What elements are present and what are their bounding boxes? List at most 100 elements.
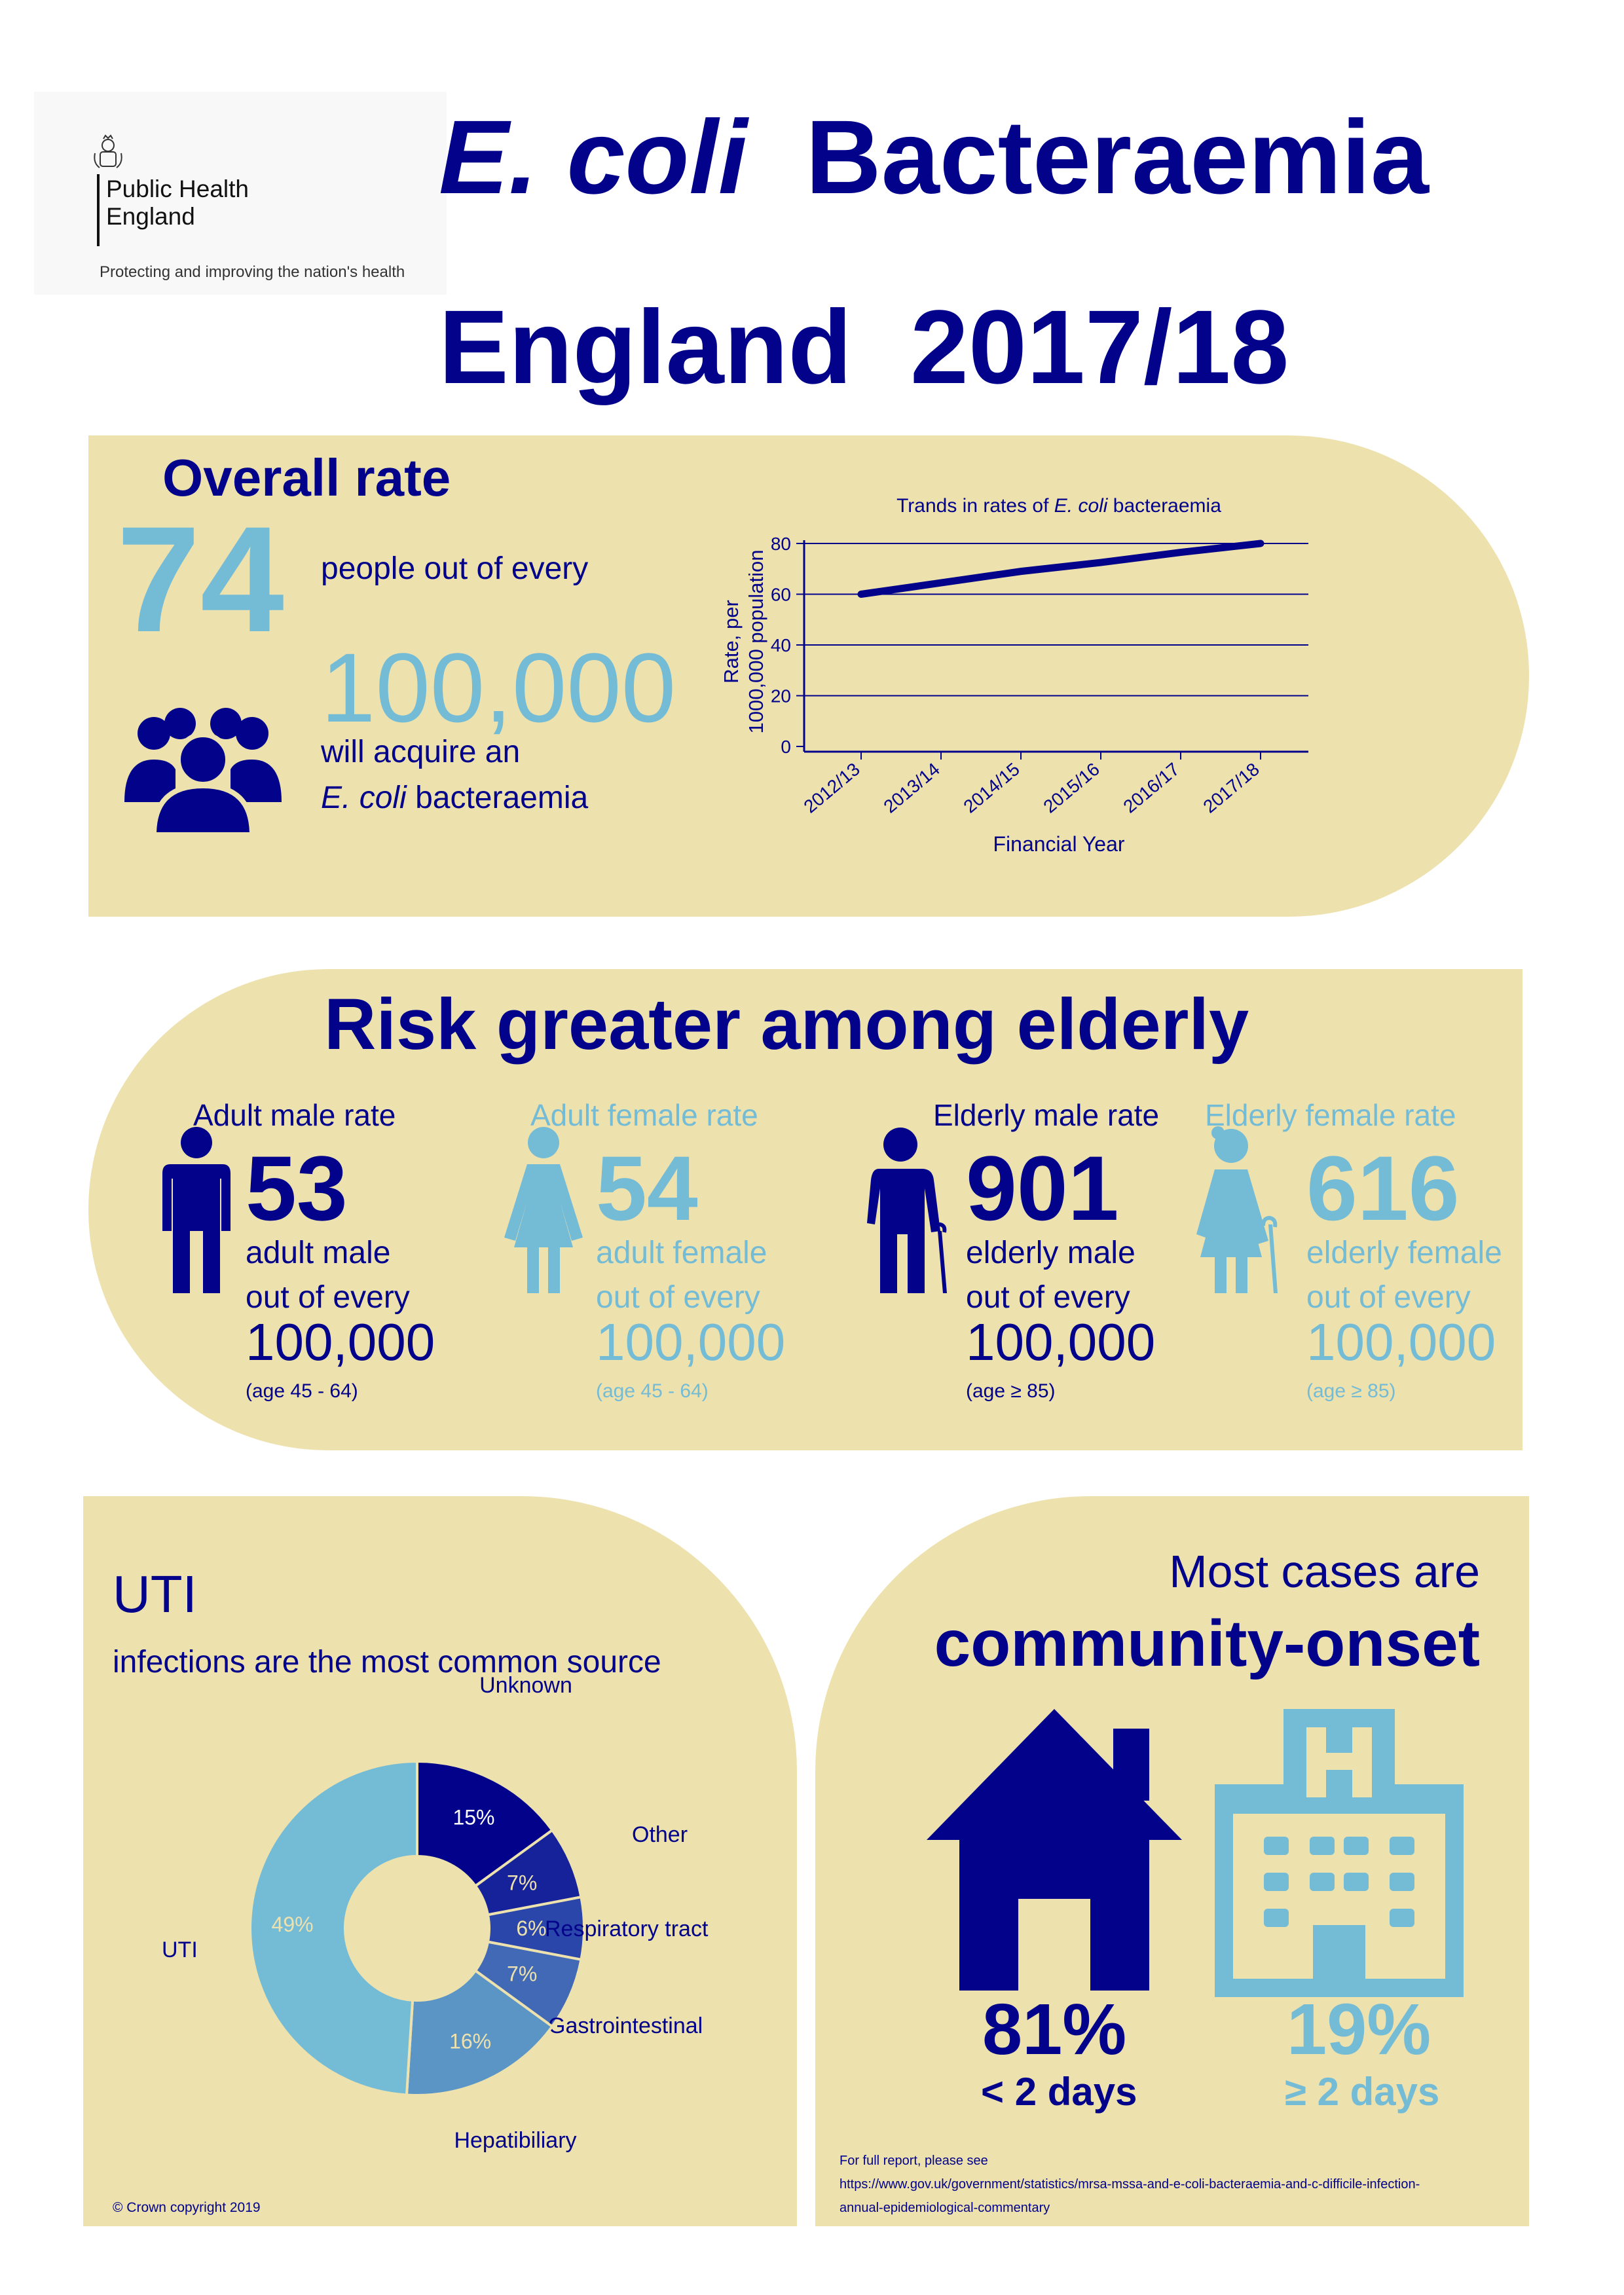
x-tick-labels: 2012/13 2013/14 2014/15 2015/16 2016/17 2017/… [800,752,1263,817]
trend-line-chart: Trands in rates of E. coli bacteraemia 0… [720,495,1308,856]
risk-group-line2: out of every [596,1280,760,1315]
y-tick-label: 40 [771,635,791,655]
org-name-line1: Public Health [106,175,249,202]
x-tick-label: 2017/18 [1199,759,1263,817]
man-icon [157,1126,236,1300]
risk-group-age: (age 45 - 64) [246,1380,358,1402]
y-axis-label-line2: 1000,000 population [745,550,767,734]
risk-heading: Risk greater among elderly [324,984,1249,1065]
risk-group-rate: 53 [246,1137,348,1239]
hospital-label: ≥ 2 days [1285,2070,1440,2114]
donut-slice-value-label: 16% [449,2029,491,2053]
series-point [1177,549,1184,556]
overall-disease: bacteraemia [415,780,589,815]
copyright: © Crown copyright 2019 [113,2200,261,2215]
donut-slice-value-label: 15% [452,1805,494,1829]
report-label: For full report, please see [840,2154,988,2168]
hospital-icon [1215,1709,1464,1997]
community-percentage: 81% [982,1989,1127,2070]
overall-out-of-text: people out of every [321,551,589,586]
series-point [1098,559,1104,566]
risk-group-label: Adult female rate [530,1098,758,1132]
chart-series [857,540,1264,598]
overall-population: 100,000 [321,633,676,743]
title-organism: E. coli [439,98,748,215]
risk-group-line2: out of every [246,1280,410,1315]
donut-slice [405,1968,555,2097]
risk-group-label: Elderly female rate [1205,1098,1456,1132]
series-point [938,579,944,587]
x-tick-label: 2014/15 [959,759,1023,817]
donut-slice-value-label: 6% [516,1917,546,1940]
chart-title: Trands in rates of E. coli bacteraemia [896,495,1221,517]
risk-group-rate: 901 [966,1137,1119,1239]
overall-big-number: 74 [117,495,284,663]
donut-slice [249,1759,418,2097]
risk-group-line1: elderly male [966,1236,1135,1270]
donut-slice-value-label: 49% [272,1913,314,1936]
risk-group-line2: out of every [966,1280,1130,1315]
risk-group-line2: out of every [1306,1280,1471,1315]
y-tick-labels: 0 20 40 60 80 [771,534,804,757]
risk-group-population: 100,000 [246,1313,435,1371]
risk-group-line1: elderly female [1306,1236,1502,1270]
elderly-woman-icon [1195,1126,1287,1300]
infection-source-donut-chart: 15% Unknown 7% Other 6%Respiratory tract 7% Ga… [162,1676,709,2153]
donut-slice-value-label: 7% [507,1871,537,1895]
series-line [857,540,1264,598]
org-tagline: Protecting and improving the nation's he… [100,263,405,281]
risk-group-population: 100,000 [596,1313,786,1371]
y-axis-label: Rate, per 1000,000 population [720,550,767,734]
source-subheading: infections are the most common source [113,1645,661,1680]
donut-slice-name-label: Unknown [479,1676,572,1698]
risk-group-population: 100,000 [966,1313,1156,1371]
logo-bar [97,174,100,246]
y-tick-label: 20 [771,686,791,707]
house-icon [927,1709,1182,1991]
risk-group-line1: adult female [596,1236,767,1270]
woman-icon [501,1126,586,1300]
risk-group-age: (age 45 - 64) [596,1380,709,1402]
series-point [1257,540,1264,547]
phe-logo: Public Health England Protecting and imp… [34,92,447,295]
report-url-line1[interactable]: https://www.gov.uk/government/statistics… [840,2177,1420,2192]
series-point [858,591,864,598]
donut-slice-name-label: Respiratory tract [545,1917,709,1941]
y-tick-label: 80 [771,534,791,554]
overall-acquire-text: will acquire an [321,735,521,769]
onset-heading1: Most cases are [1169,1546,1480,1597]
org-name-line2: England [106,203,195,230]
donut-slice-name-label: UTI [162,1937,198,1962]
donut-slice-value-label: 7% [507,1962,537,1985]
risk-group-age: (age ≥ 85) [966,1380,1056,1402]
x-tick-label: 2013/14 [879,759,943,817]
y-tick-label: 0 [781,737,791,757]
risk-group-population: 100,000 [1306,1313,1496,1371]
x-axis-label: Financial Year [993,832,1124,856]
risk-group-rate: 616 [1306,1137,1460,1239]
overall-disease-text: E. coli bacteraemia [321,782,588,814]
royal-crest-icon [94,134,122,168]
risk-group-label: Adult male rate [193,1098,396,1132]
overall-heading: Overall rate [162,449,451,507]
onset-heading2: community-onset [934,1607,1480,1680]
page-title-line2: England 2017/18 [439,288,1289,405]
chart-gridlines [804,543,1308,697]
y-axis-label-line1: Rate, per [720,600,743,684]
title-word: Bacteraemia [805,98,1429,215]
y-tick-label: 60 [771,585,791,605]
series-point [1018,568,1024,575]
page-title-line1: E. coli Bacteraemia [439,105,1429,210]
donut-slice [416,1759,555,1888]
report-url-line2[interactable]: annual-epidemiological-commentary [840,2201,1050,2215]
source-heading: UTI [113,1565,197,1623]
risk-group-label: Elderly male rate [933,1098,1160,1132]
risk-panel [88,969,1522,1450]
community-onset-panel [815,1496,1529,2226]
elderly-man-icon [864,1126,956,1300]
risk-group-rate: 54 [596,1137,698,1239]
x-tick-label: 2016/17 [1119,759,1183,817]
overall-rate-panel [88,435,1529,917]
x-tick-label: 2012/13 [800,759,863,817]
x-tick-label: 2015/16 [1039,759,1103,817]
